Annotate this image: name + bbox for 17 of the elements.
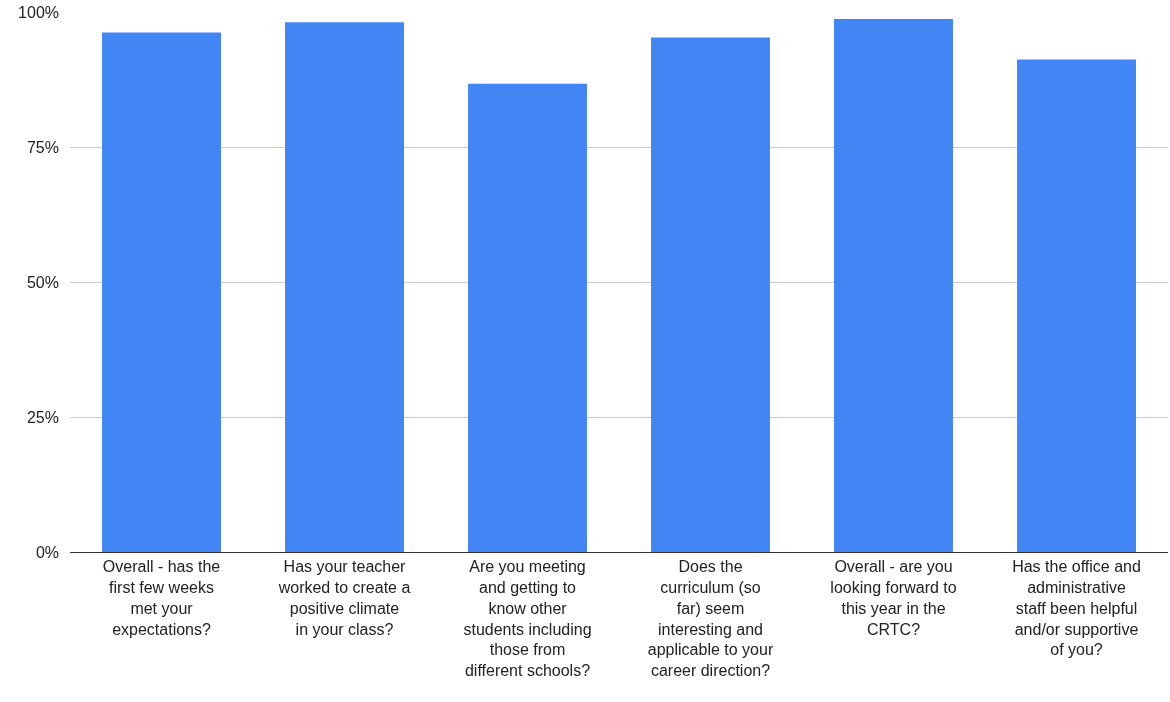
x-tick-label: Overall - has the first few weeks met your expectations? xyxy=(102,558,221,638)
y-tick-label: 50% xyxy=(26,273,59,291)
x-tick-label: Has your teacher worked to create a positive climate in your class? xyxy=(277,558,411,638)
x-tick-label: Overall - are you looking forward to this year in the CRTC? xyxy=(830,558,957,638)
y-tick-label: 25% xyxy=(26,408,59,426)
x-tick-label: Has the office and administrative staff been helpful and/or supportive of you? xyxy=(1012,558,1141,659)
bar xyxy=(102,32,221,552)
x-tick-label: Does the curriculum (so far) seem interesting and applicable to your career direction? xyxy=(647,558,774,680)
y-tick-label: 0% xyxy=(35,543,59,561)
bar xyxy=(1017,59,1136,552)
x-tick-label: Are you meeting and getting to know other students including those from different schools? xyxy=(463,558,592,680)
bar xyxy=(468,83,587,552)
bar xyxy=(651,37,770,552)
bar xyxy=(834,19,953,552)
y-tick-label: 75% xyxy=(26,138,59,156)
bar xyxy=(285,22,404,552)
y-tick-label: 100% xyxy=(18,3,59,21)
